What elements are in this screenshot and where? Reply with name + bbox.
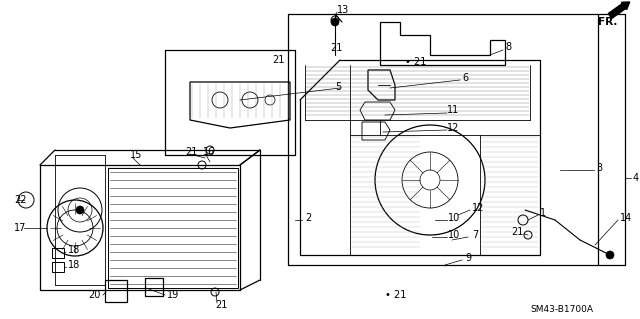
Text: 18: 18 (68, 260, 80, 270)
Text: 2: 2 (305, 213, 311, 223)
Text: 1: 1 (540, 208, 546, 218)
Text: • 21: • 21 (385, 290, 406, 300)
Text: 21: 21 (511, 227, 524, 237)
Bar (145, 278, 163, 296)
Text: 8: 8 (505, 42, 511, 52)
Text: 10: 10 (448, 230, 460, 240)
Text: 5: 5 (335, 82, 341, 92)
Text: • 21: • 21 (405, 57, 426, 67)
Text: FR.: FR. (598, 17, 618, 27)
Text: 16: 16 (203, 147, 215, 157)
Text: 9: 9 (465, 253, 471, 263)
Text: 21: 21 (215, 300, 227, 310)
FancyArrow shape (608, 2, 630, 19)
Text: 21: 21 (330, 43, 342, 53)
Text: 3: 3 (596, 163, 602, 173)
Text: 22: 22 (14, 195, 26, 205)
Text: 10: 10 (448, 213, 460, 223)
Text: 11: 11 (447, 105, 460, 115)
Bar (108, 168, 238, 288)
Circle shape (606, 251, 614, 259)
Bar (52, 248, 64, 258)
Text: SM43-B1700A: SM43-B1700A (530, 306, 593, 315)
Text: 17: 17 (14, 223, 26, 233)
Text: 21: 21 (185, 147, 197, 157)
Text: 4: 4 (633, 173, 639, 183)
Text: 7: 7 (472, 230, 478, 240)
Text: 12: 12 (447, 123, 460, 133)
Bar (52, 262, 64, 272)
Text: 21: 21 (272, 55, 284, 65)
Text: 18: 18 (68, 245, 80, 255)
Circle shape (76, 206, 84, 214)
Text: 14: 14 (620, 213, 632, 223)
Text: 20: 20 (88, 290, 100, 300)
Text: 12: 12 (472, 203, 484, 213)
Bar (105, 280, 127, 302)
Text: 6: 6 (462, 73, 468, 83)
Circle shape (331, 18, 339, 26)
Text: 15: 15 (130, 150, 142, 160)
Text: 13: 13 (337, 5, 349, 15)
Text: 19: 19 (167, 290, 179, 300)
